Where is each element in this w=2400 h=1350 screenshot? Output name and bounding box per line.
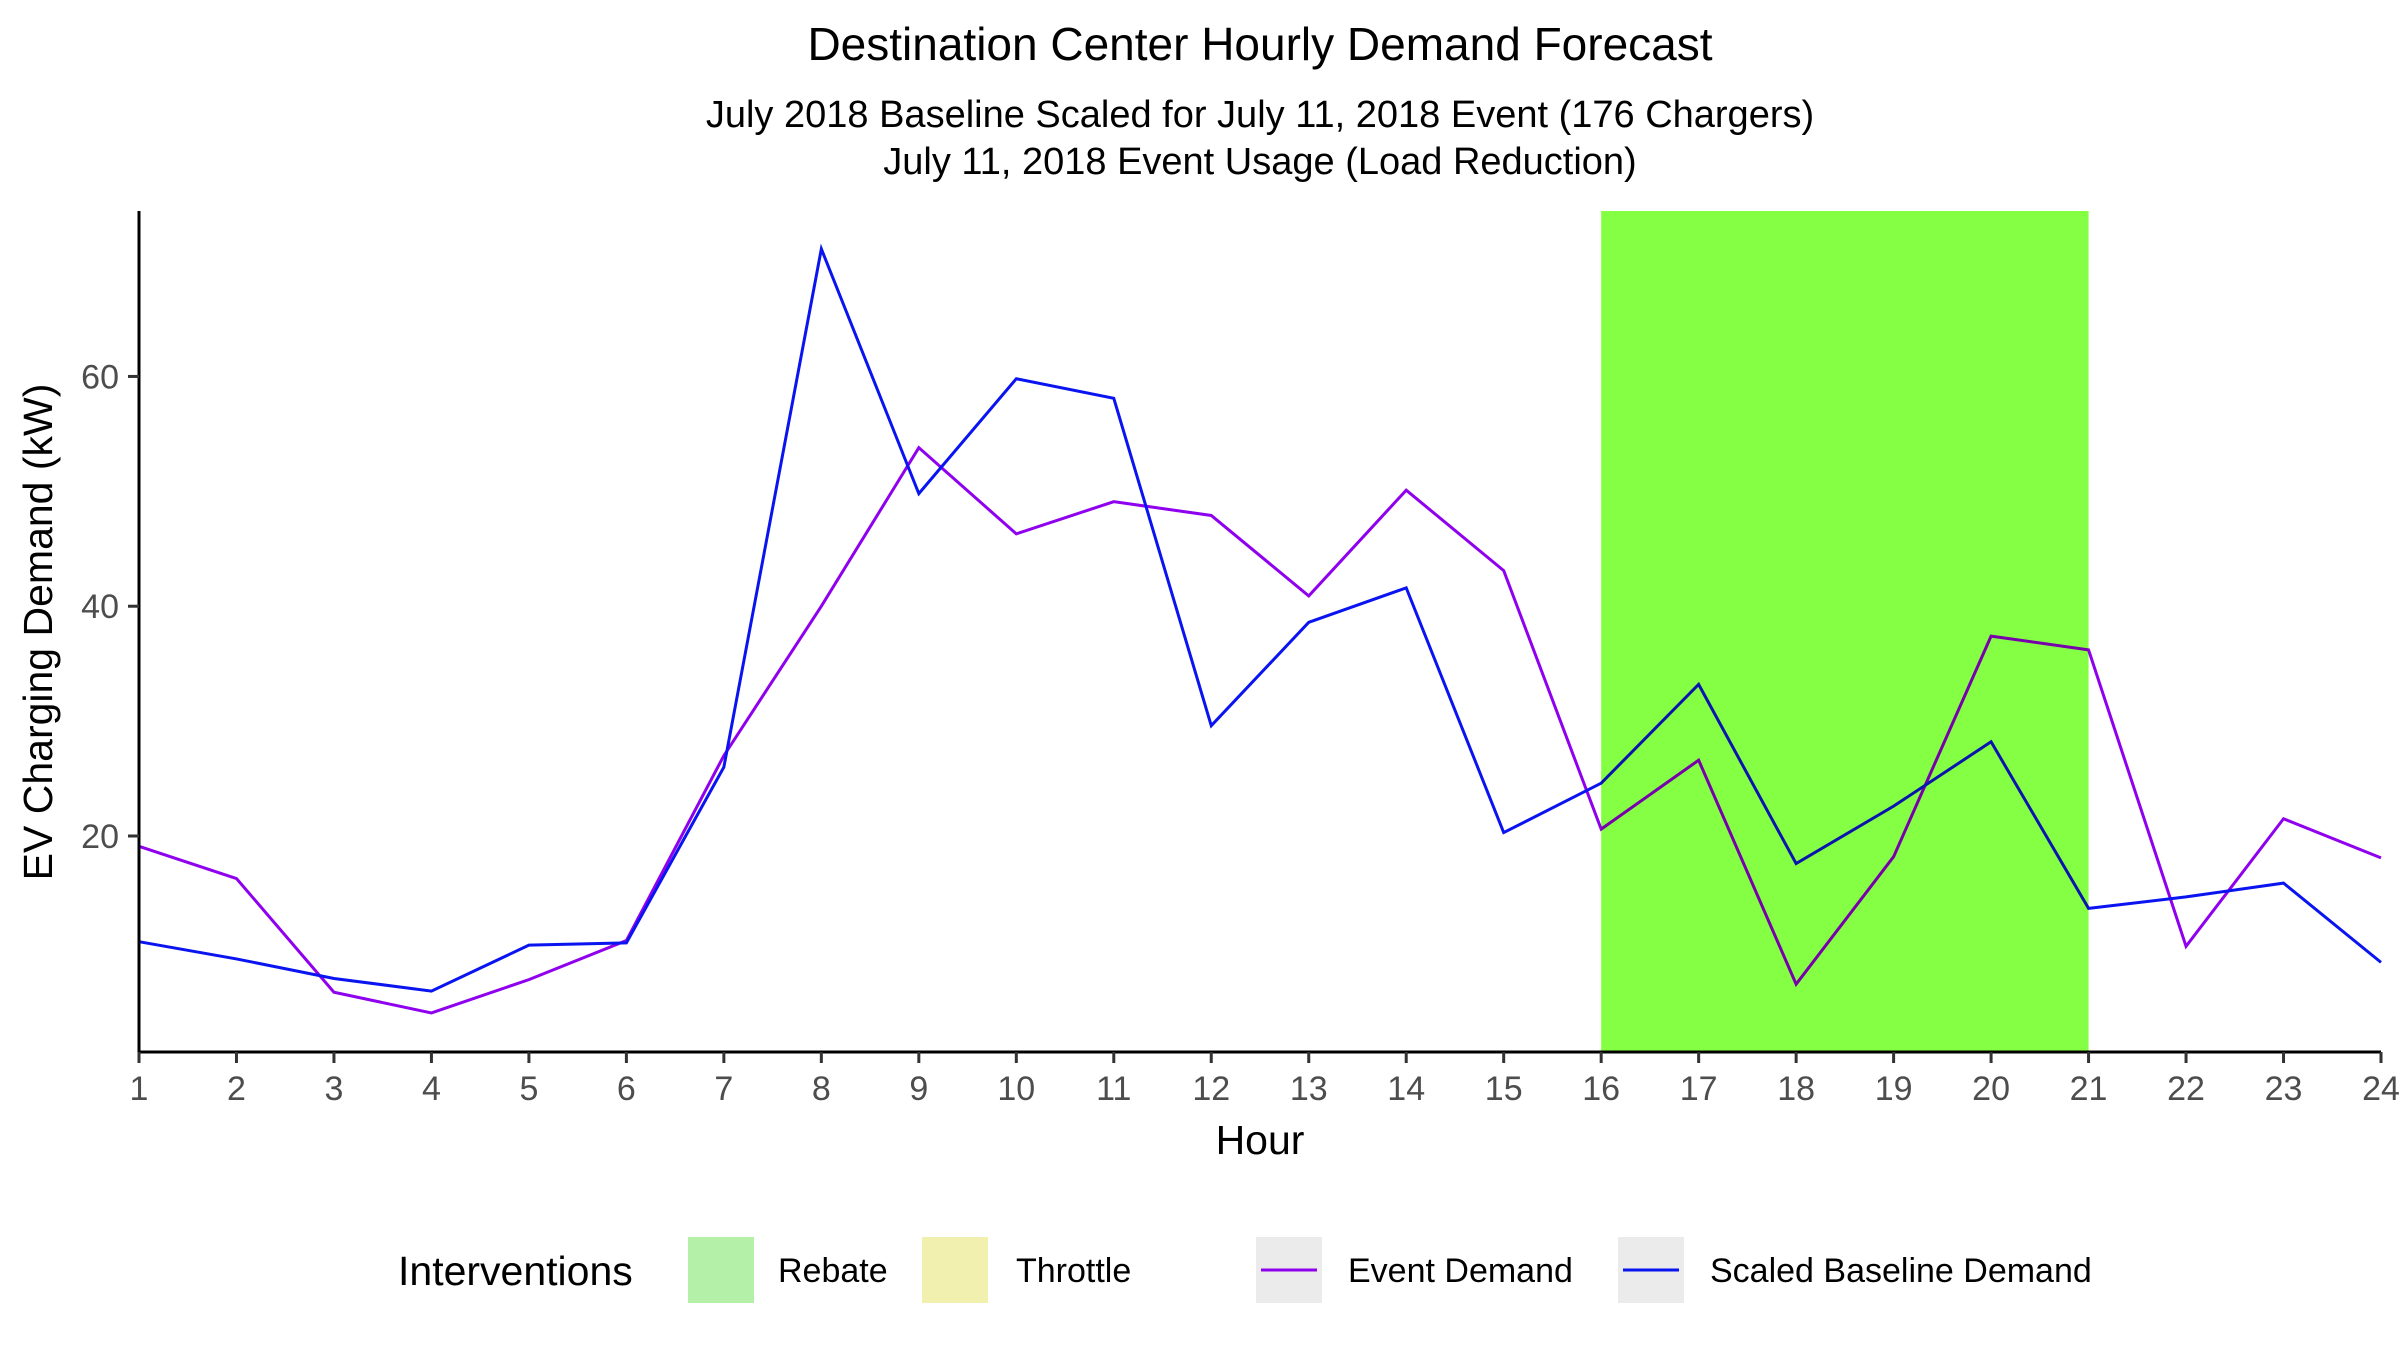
x-tick-label: 21 (2070, 1070, 2108, 1108)
x-axis-ticks: 1 2 3 4 5 6 7 8 9 10 11 12 13 14 15 16 17 18 19 20 21 22 23 24 (130, 1052, 2400, 1108)
x-tick-label: 16 (1582, 1070, 1620, 1108)
chart-title: Destination Center Hourly Demand Forecas… (807, 18, 1712, 70)
legend-key-rebate (688, 1237, 754, 1303)
legend: Interventions Rebate Throttle Event Dema… (398, 1237, 2092, 1303)
x-tick-label: 3 (324, 1070, 343, 1108)
x-tick-label: 5 (519, 1070, 538, 1108)
x-tick-label: 20 (1972, 1070, 2010, 1108)
chart-subtitle-line-1: July 2018 Baseline Scaled for July 11, 2… (706, 94, 1814, 136)
x-tick-label: 12 (1192, 1070, 1230, 1108)
x-tick-label: 19 (1875, 1070, 1913, 1108)
x-tick-label: 1 (130, 1070, 149, 1108)
x-tick-label: 24 (2362, 1070, 2400, 1108)
chart-subtitle-line-2: July 11, 2018 Event Usage (Load Reductio… (883, 141, 1636, 183)
x-tick-label: 7 (714, 1070, 733, 1108)
intervention-region-tint-rebate (1601, 211, 2089, 1052)
x-tick-label: 9 (909, 1070, 928, 1108)
x-tick-label: 17 (1680, 1070, 1718, 1108)
y-tick-label: 60 (81, 358, 119, 396)
x-tick-label: 15 (1485, 1070, 1523, 1108)
x-tick-label: 18 (1777, 1070, 1815, 1108)
y-axis-title: EV Charging Demand (kW) (15, 384, 61, 881)
y-tick-label: 20 (81, 818, 119, 856)
legend-label-scaled-baseline: Scaled Baseline Demand (1710, 1252, 2092, 1290)
legend-title: Interventions (398, 1248, 633, 1294)
plot-area: 1 2 3 4 5 6 7 8 9 10 11 12 13 14 15 16 17 18 19 20 21 22 23 24 … (81, 211, 2400, 1108)
x-tick-label: 10 (997, 1070, 1035, 1108)
x-tick-label: 13 (1290, 1070, 1328, 1108)
series-lines (138, 211, 2382, 1052)
legend-label-throttle: Throttle (1016, 1252, 1131, 1290)
x-tick-label: 14 (1387, 1070, 1425, 1108)
x-tick-label: 8 (812, 1070, 831, 1108)
legend-label-rebate: Rebate (778, 1252, 888, 1290)
legend-label-event-demand: Event Demand (1348, 1252, 1573, 1290)
x-tick-label: 11 (1096, 1070, 1131, 1108)
x-tick-label: 22 (2167, 1070, 2205, 1108)
x-tick-label: 4 (422, 1070, 441, 1108)
legend-key-throttle (922, 1237, 988, 1303)
x-tick-label: 6 (617, 1070, 636, 1108)
x-axis-title: Hour (1216, 1117, 1305, 1163)
y-tick-label: 40 (81, 588, 119, 626)
x-tick-label: 23 (2265, 1070, 2303, 1108)
y-axis-ticks: 20 40 60 (81, 358, 139, 856)
x-tick-label: 2 (227, 1070, 246, 1108)
